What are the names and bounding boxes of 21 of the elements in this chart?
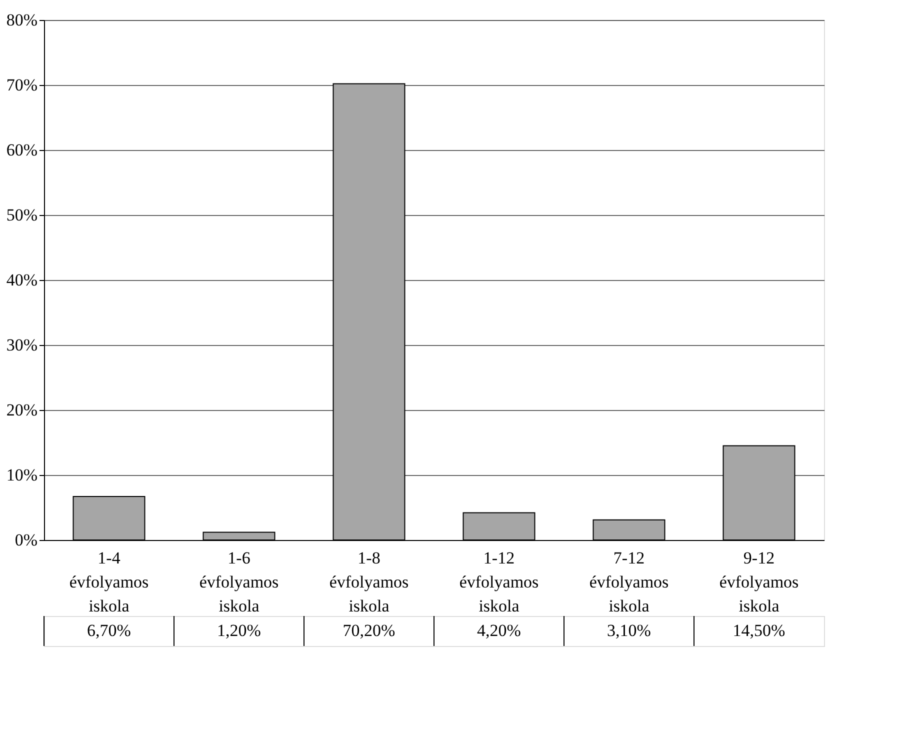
y-tick-label: 0% (14, 530, 38, 550)
data-label: 4,20% (477, 621, 521, 640)
y-tick-label: 70% (6, 76, 38, 94)
data-label: 70,20% (342, 621, 396, 640)
y-tick-label: 80% (6, 10, 38, 30)
y-tick-label: 40% (6, 270, 38, 290)
x-tick-label: 1-12 évfolyamos iskola (459, 548, 539, 616)
data-label: 1,20% (217, 621, 261, 640)
x-tick-label: 1-4 évfolyamos iskola (69, 548, 149, 616)
y-tick-label: 60% (6, 140, 38, 160)
x-tick-label: 7-12 évfolyamos iskola (589, 548, 669, 616)
y-tick-label: 10% (6, 466, 38, 484)
data-label: 3,10% (607, 621, 651, 640)
x-tick-label: 1-6 évfolyamos iskola (199, 548, 279, 616)
y-tick-label: 50% (6, 206, 38, 224)
y-tick-label: 20% (6, 400, 38, 420)
data-label: 6,70% (87, 621, 131, 640)
x-tick-label: 9-12 évfolyamos iskola (719, 548, 799, 616)
y-tick-label: 30% (6, 336, 38, 354)
x-tick-label: 1-8 évfolyamos iskola (329, 548, 409, 616)
data-label: 14,50% (732, 621, 786, 640)
